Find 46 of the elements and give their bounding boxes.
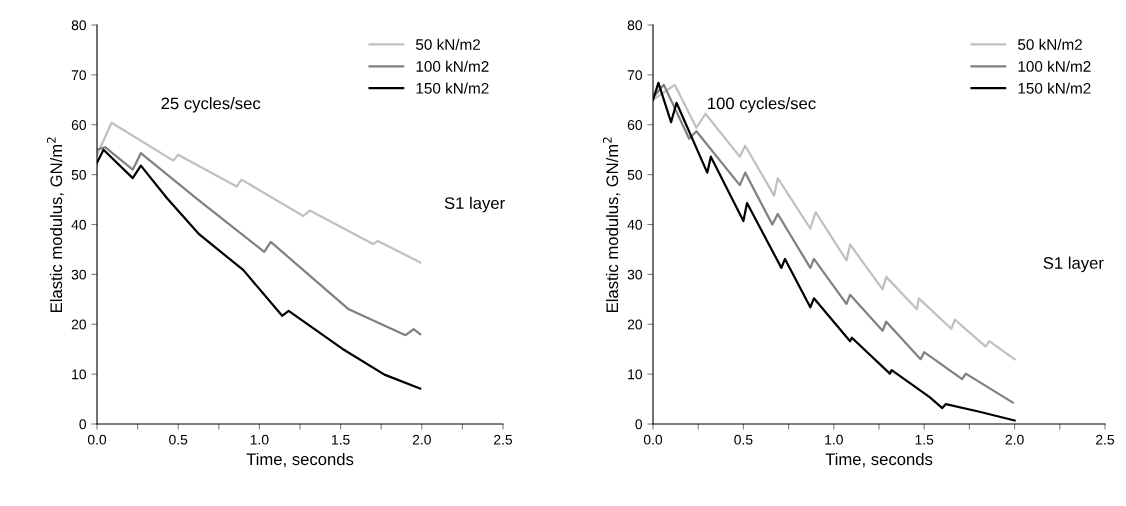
legend-label: 50 kN/m2 [1017,38,1082,50]
y-tick-label: 70 [627,70,643,81]
x-tick-label: 2.5 [494,434,513,445]
y-tick-label: 10 [72,369,87,380]
y-tick-label: 80 [71,20,87,31]
y-tick-label: 10 [628,369,643,380]
x-tick-label: 2.0 [412,434,431,445]
x-tick-label: 0.5 [169,434,188,445]
x-tick-label: 1.0 [825,434,843,445]
legend-label: 100 kN/m2 [416,60,489,72]
legend-label: 100 kN/m2 [1018,60,1091,72]
y-tick-label: 50 [627,169,643,180]
annotation: S1 layer [1043,256,1104,273]
y-tick-label: 30 [71,269,87,280]
x-tick-label: 0.0 [87,434,107,445]
annotation: 100 cycles/sec [708,97,816,113]
y-tick-label: 50 [71,169,87,180]
y-tick-label: 60 [71,120,87,130]
x-tick-label: 0.0 [643,434,663,445]
x-tick-label: 2.5 [1096,434,1115,445]
y-tick-label: 80 [627,20,643,31]
x-axis-title: Time, seconds [825,452,933,468]
x-tick-label: 0.5 [734,434,753,445]
x-tick-label: 1.5 [332,434,350,445]
x-tick-label: 1.0 [250,434,269,445]
y-tick-label: 60 [627,120,643,130]
x-tick-label: 1.5 [915,434,934,445]
y-axis-title: Elastic modulus, GN/m$^{2}$ [602,137,621,312]
legend-label: 150 kN/m2 [416,82,489,94]
x-axis-title: Time, seconds [246,452,354,468]
annotation: 25 cycles/sec [161,97,261,113]
y-axis-title: Elastic modulus, GN/m$^{2}$ [46,137,65,312]
y-tick-label: 20 [627,319,643,330]
y-tick-label: 20 [71,319,87,330]
y-tick-label: 40 [627,219,643,230]
y-tick-label: 30 [627,269,643,280]
annotation: S1 layer [444,196,505,213]
x-tick-label: 2.0 [1005,434,1024,445]
line-series [97,121,422,264]
legend-label: 150 kN/m2 [1018,82,1091,94]
y-tick-label: 70 [71,70,87,81]
y-tick-label: 0 [79,419,87,430]
y-tick-label: 0 [635,419,643,430]
y-tick-label: 40 [71,219,87,230]
legend-label: 50 kN/m2 [415,38,480,50]
line-series [97,146,422,337]
